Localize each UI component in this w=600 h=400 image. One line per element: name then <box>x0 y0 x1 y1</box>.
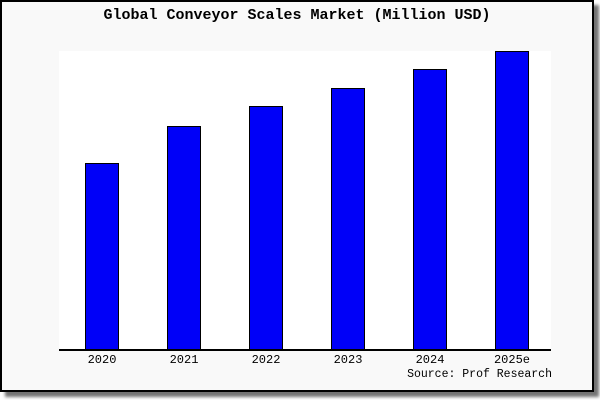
x-tick-label-2022: 2022 <box>251 353 281 367</box>
bar-2024 <box>413 68 447 349</box>
x-tick-label-2021: 2021 <box>169 353 199 367</box>
bar-2025e <box>495 51 529 349</box>
chart-card: Global Conveyor Scales Market (Million U… <box>0 0 594 392</box>
x-axis-ticks: 2020 2021 2022 2023 2024 2025e <box>59 354 551 368</box>
bar-2020 <box>85 162 119 349</box>
plot-area <box>59 51 551 351</box>
chart-title: Global Conveyor Scales Market (Million U… <box>103 7 491 24</box>
x-tick-label-2023: 2023 <box>333 353 363 367</box>
x-tick-label-2024: 2024 <box>415 353 445 367</box>
x-tick-label-2025e: 2025e <box>493 353 530 367</box>
bar-2022 <box>249 106 283 349</box>
bar-2023 <box>331 88 365 349</box>
bar-2021 <box>167 125 201 349</box>
source-credit: Source: Prof Research <box>407 368 552 381</box>
x-tick-label-2020: 2020 <box>87 353 117 367</box>
